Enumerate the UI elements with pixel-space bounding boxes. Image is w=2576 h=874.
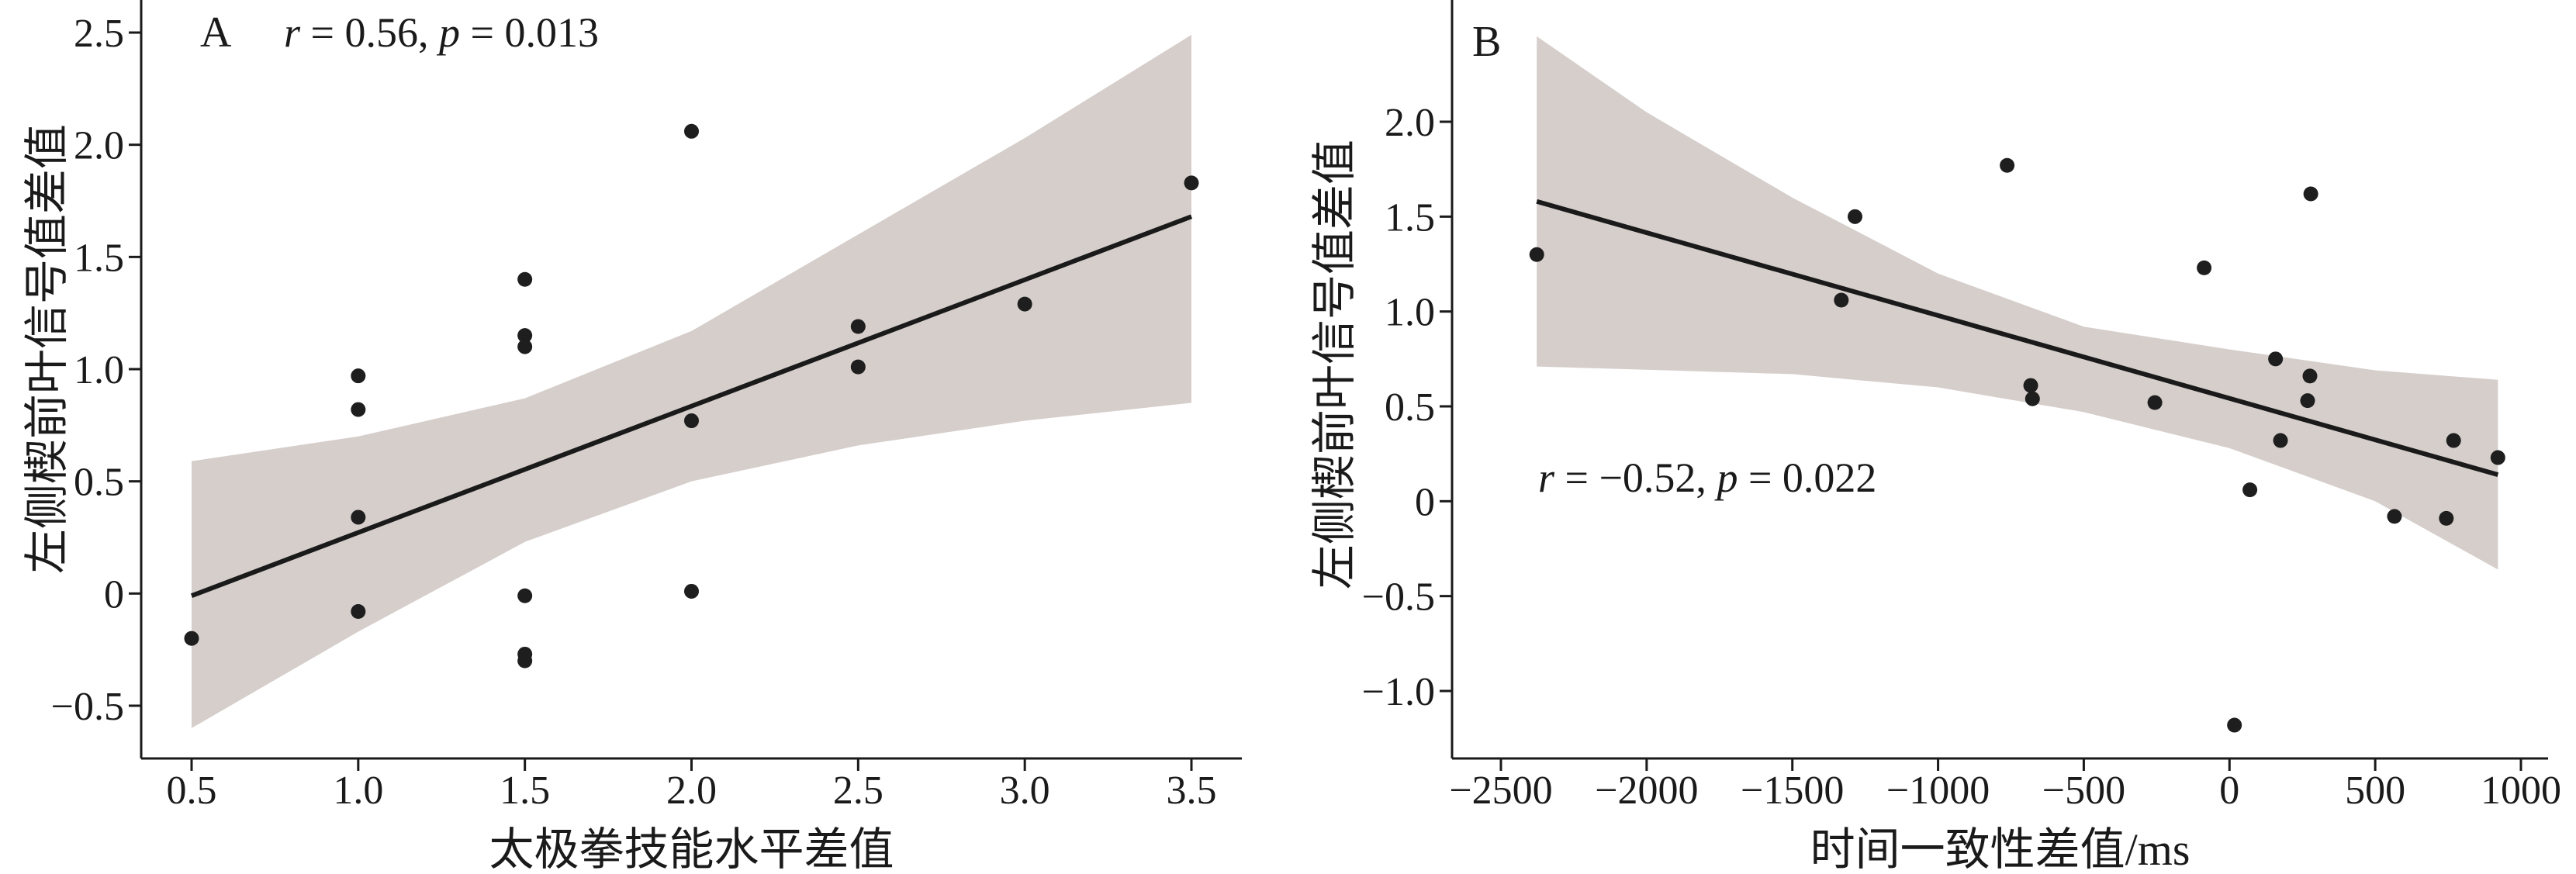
data-point (351, 402, 366, 417)
y-tick-label: −0.5 (1362, 575, 1435, 620)
data-point (517, 271, 533, 287)
regression-line (190, 214, 1193, 599)
data-point (2227, 717, 2242, 733)
data-point (184, 630, 199, 646)
y-tick-label: 0.5 (74, 461, 124, 505)
data-point (2439, 510, 2454, 526)
data-point (2302, 368, 2318, 384)
x-axis-title: 时间一致性差值/ms (1810, 824, 2190, 874)
data-point (517, 339, 533, 354)
y-tick-label: 1.0 (1385, 291, 1435, 335)
y-tick-label: 0.5 (1385, 385, 1435, 430)
y-tick-label: −1.0 (1362, 670, 1435, 714)
data-point (684, 123, 699, 139)
data-point (517, 653, 533, 668)
x-tick-label: 3.0 (1000, 769, 1050, 813)
data-point (351, 368, 366, 384)
annotation-r-symbol: r (1538, 454, 1555, 501)
x-axis-title: 太极拳技能水平差值 (489, 824, 894, 874)
annotation-p-symbol: p (1713, 454, 1738, 501)
annotation-r-symbol: r (284, 9, 301, 56)
x-tick-label: −1000 (1886, 769, 1990, 813)
data-point (684, 583, 699, 599)
y-tick-label: 0 (1415, 480, 1435, 524)
x-tick-label: −1500 (1741, 769, 1844, 813)
confidence-band (1537, 36, 2498, 570)
y-axis-title: 左侧楔前叶信号值差值 (1309, 140, 1360, 589)
data-point (2000, 157, 2015, 173)
data-point (2446, 433, 2461, 448)
y-tick-label: 1.0 (74, 348, 124, 392)
data-point (1017, 296, 1032, 312)
x-tick-label: 1.0 (333, 769, 383, 813)
data-point (2268, 351, 2284, 367)
regression-line (1536, 199, 2499, 477)
x-tick-label: 500 (2345, 769, 2405, 813)
correlation-annotation: r = −0.52, p = 0.022 (1538, 454, 1876, 501)
x-tick-label: −2500 (1449, 769, 1552, 813)
data-point (2242, 482, 2258, 498)
data-point (517, 328, 533, 344)
data-point (2490, 450, 2505, 465)
data-point (351, 510, 366, 525)
annotation-r-text: = 0.56, (300, 9, 439, 56)
annotation-r-text: = −0.52, (1554, 454, 1717, 501)
x-tick-label: 1000 (2481, 769, 2561, 813)
correlation-annotation: r = 0.56, p = 0.013 (284, 9, 599, 56)
y-tick-label: 2.0 (1385, 101, 1435, 145)
x-tick-label: 3.5 (1167, 769, 1217, 813)
x-tick-label: 2.0 (666, 769, 717, 813)
data-point (2387, 509, 2402, 524)
panel-label: A (200, 9, 232, 57)
data-point (2300, 393, 2315, 409)
annotation-p-symbol: p (436, 9, 460, 56)
data-point (1529, 247, 1544, 262)
data-point (2147, 395, 2163, 410)
y-tick-label: 2.5 (74, 12, 124, 56)
data-point (850, 359, 866, 375)
annotation-p-text: = 0.022 (1738, 454, 1876, 501)
confidence-band (192, 34, 1191, 728)
x-tick-label: 0 (2219, 769, 2239, 813)
data-point (1834, 292, 1849, 308)
data-point (517, 588, 533, 603)
y-tick-label: 0 (104, 572, 124, 617)
data-point (2023, 378, 2038, 393)
data-point (1184, 175, 1199, 191)
y-tick-label: −0.5 (51, 685, 124, 729)
data-point (684, 413, 699, 429)
data-point (850, 319, 866, 334)
panel-a: 0.5 1.0 1.5 2.0 2.5 3.0 3.5 −0.5 0 0.5 1.0 1.5 2.0 2.… (22, 0, 1242, 874)
data-point (351, 603, 366, 619)
data-point (2273, 433, 2288, 448)
y-tick-label: 2.0 (74, 124, 124, 168)
x-tick-label: −500 (2042, 769, 2125, 813)
x-tick-label: 2.5 (833, 769, 883, 813)
x-tick-label: −2000 (1595, 769, 1698, 813)
x-tick-label: 0.5 (167, 769, 217, 813)
data-point (2024, 391, 2040, 406)
y-tick-label: 1.5 (74, 236, 124, 280)
data-point (1847, 209, 1862, 224)
y-tick-label: 1.5 (1385, 195, 1435, 240)
data-point (2197, 260, 2212, 275)
panel-b: −2500 −2000 −1500 −1000 −500 0 500 1000 −1.0 −0.5… (1309, 0, 2561, 874)
data-point (2303, 186, 2318, 202)
x-tick-label: 1.5 (500, 769, 550, 813)
y-axis-title: 左侧楔前叶信号值差值 (22, 124, 72, 574)
annotation-p-text: = 0.013 (460, 9, 599, 56)
panel-label: B (1472, 18, 1501, 66)
